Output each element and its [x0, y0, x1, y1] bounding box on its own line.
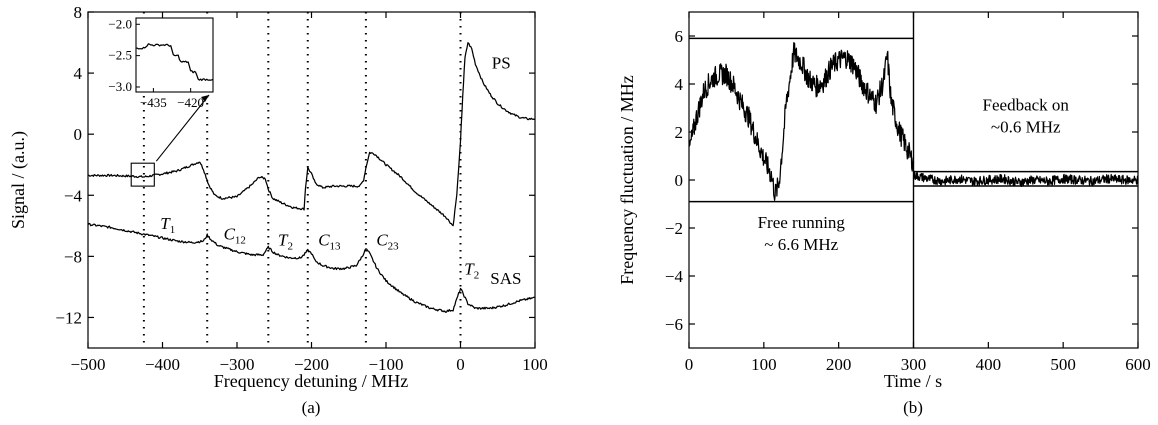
zoom-arrow	[155, 94, 210, 162]
peak-label: T1	[160, 214, 175, 236]
b-y-tick-label: 4	[675, 75, 684, 94]
a-y-tick-label: −8	[64, 247, 82, 266]
axis-ticks-a: −500 −400 −300 −200 −100 0 100 −12 −8 −4 0 4 8	[55, 3, 547, 374]
b-y-tick-label: 0	[675, 171, 684, 190]
panel-label-b: (b)	[903, 398, 923, 417]
a-x-tick-label: −500	[70, 355, 105, 374]
series-label: SAS	[490, 269, 521, 288]
series-label: PS	[492, 54, 511, 73]
a-x-tick-label: −400	[145, 355, 180, 374]
inset-y-tick-label: −3.0	[108, 79, 132, 94]
a-x-tick-label: 0	[456, 355, 465, 374]
y-axis-label-a: Signal / (a.u.)	[8, 131, 29, 229]
peak-label: T2	[278, 231, 293, 253]
zoom-region-box	[130, 162, 155, 187]
b-x-tick-label: 400	[976, 355, 1002, 374]
b-x-tick-label: 300	[901, 355, 927, 374]
annotations-b: Free running ~ 6.6 MHz Feedback on ~0.6 MHz	[758, 95, 1070, 254]
panel-a: −500 −400 −300 −200 −100 0 100 −12 −8 −4 0 4 8 T1 C12…	[8, 3, 548, 417]
peak-label: T2	[464, 260, 479, 282]
peak-label: C23	[376, 231, 399, 253]
inset-y-tick-label: −2.5	[108, 48, 132, 63]
inset-x-tick-label: −435	[140, 95, 167, 110]
inset-x-tick-label: −420	[177, 95, 204, 110]
b-x-tick-label: 100	[751, 355, 777, 374]
inset-a: −435 −420 −2.0 −2.5 −3.0	[108, 16, 214, 187]
traces-b	[688, 12, 1139, 348]
b-y-tick-label: 6	[675, 27, 684, 46]
free-running-trace	[688, 42, 915, 201]
traces-a	[87, 42, 536, 313]
sas-trace	[87, 222, 536, 313]
feedback-trace	[912, 170, 1139, 188]
b-x-tick-label: 0	[685, 355, 694, 374]
panel-label-a: (a)	[302, 398, 321, 417]
a-x-tick-label: −100	[368, 355, 403, 374]
x-axis-label-a: Frequency detuning / MHz	[214, 371, 408, 391]
annotations-a: T1 C12 T2 C13 C23 T2 PS SAS	[160, 54, 521, 288]
feedback-annotation: Feedback on ~0.6 MHz	[983, 95, 1070, 136]
inset-trace	[136, 43, 214, 82]
b-y-tick-label: −2	[665, 219, 683, 238]
a-x-tick-label: 100	[522, 355, 548, 374]
peak-label: C12	[224, 225, 246, 247]
ps-trace	[87, 42, 536, 227]
b-y-tick-label: −6	[665, 315, 683, 334]
x-axis-label-b: Time / s	[884, 371, 942, 391]
a-y-tick-label: −4	[64, 186, 83, 205]
a-y-tick-label: 4	[74, 64, 83, 83]
a-x-tick-label: −300	[219, 355, 254, 374]
b-y-tick-label: 2	[675, 123, 684, 142]
b-x-tick-label: 500	[1050, 355, 1076, 374]
inset-y-tick-label: −2.0	[108, 16, 132, 31]
axis-ticks-b: 0 100 200 300 400 500 600 −6 −4 −2 0 2 4 6	[665, 12, 1151, 374]
a-x-tick-label: −200	[294, 355, 329, 374]
panel-b: 0 100 200 300 400 500 600 −6 −4 −2 0 2 4 6 Free runni…	[617, 11, 1151, 417]
a-y-tick-label: −12	[55, 308, 82, 327]
a-y-tick-label: 0	[74, 125, 83, 144]
b-y-tick-label: −4	[665, 267, 684, 286]
a-y-tick-label: 8	[74, 3, 83, 22]
free-running-annotation: Free running ~ 6.6 MHz	[758, 213, 846, 254]
b-x-tick-label: 200	[826, 355, 852, 374]
zoom-arrow-head	[201, 95, 209, 102]
y-axis-label-b: Frequency fluctuation / MHz	[617, 75, 637, 284]
b-x-tick-label: 600	[1125, 355, 1151, 374]
peak-label: C13	[318, 231, 341, 253]
